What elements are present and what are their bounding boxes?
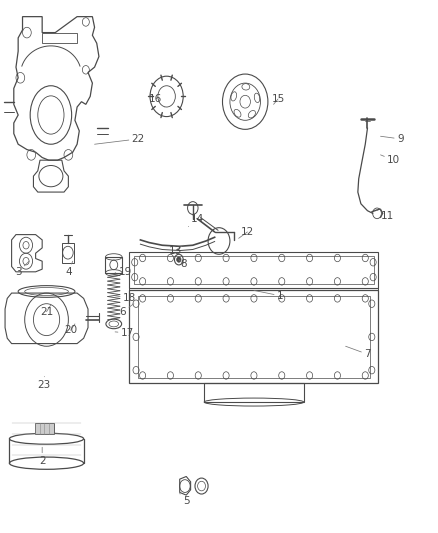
Text: 13: 13 bbox=[169, 245, 183, 255]
Bar bbox=[106, 257, 122, 273]
Text: 17: 17 bbox=[115, 328, 134, 338]
Text: 8: 8 bbox=[179, 259, 187, 269]
Text: 21: 21 bbox=[40, 305, 53, 317]
Text: 18: 18 bbox=[115, 293, 136, 303]
Text: 16: 16 bbox=[149, 94, 164, 107]
Text: 2: 2 bbox=[39, 447, 46, 465]
Text: 4: 4 bbox=[65, 261, 73, 277]
Text: 19: 19 bbox=[115, 267, 132, 277]
Text: 12: 12 bbox=[239, 227, 254, 238]
Text: 3: 3 bbox=[15, 261, 29, 277]
Text: 10: 10 bbox=[381, 155, 400, 165]
Bar bbox=[62, 243, 74, 263]
Text: 22: 22 bbox=[95, 134, 145, 144]
Text: 5: 5 bbox=[180, 494, 190, 506]
Text: 1: 1 bbox=[254, 290, 283, 301]
Circle shape bbox=[177, 257, 181, 262]
Text: 15: 15 bbox=[271, 94, 285, 104]
Text: 11: 11 bbox=[376, 209, 394, 221]
Text: 9: 9 bbox=[381, 134, 403, 144]
Text: 6: 6 bbox=[120, 304, 134, 317]
Bar bbox=[35, 423, 54, 434]
Text: 7: 7 bbox=[346, 346, 371, 359]
Text: 23: 23 bbox=[38, 376, 51, 390]
Text: 20: 20 bbox=[64, 324, 77, 335]
Text: 14: 14 bbox=[188, 214, 204, 227]
